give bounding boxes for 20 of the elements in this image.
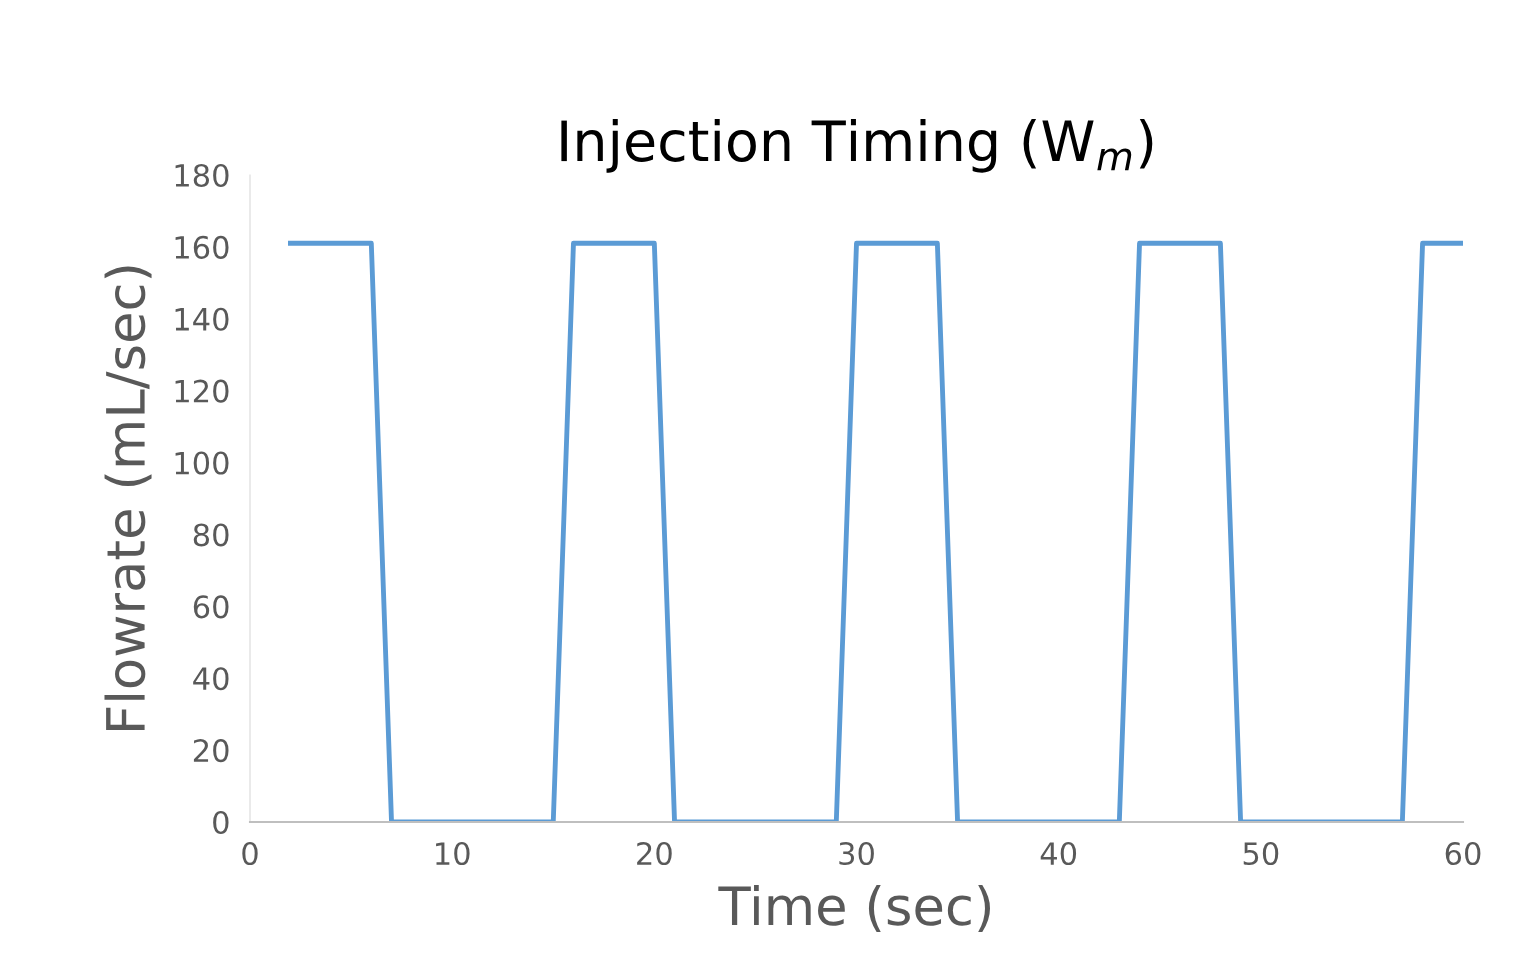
chart-title: Injection Timing (W$_{m}$)	[561, 118, 1153, 173]
y-tick-label: 40	[193, 667, 229, 691]
y-tick-label: 20	[193, 739, 229, 763]
y-tick-label: 0	[213, 810, 229, 835]
y-tick-label: 160	[175, 235, 229, 259]
x-tick-label: 10	[436, 841, 470, 866]
y-tick-label: 80	[193, 523, 229, 547]
x-tick-label: 30	[839, 841, 874, 866]
y-tick-label: 140	[175, 307, 229, 331]
x-axis-title: Time (sec)	[718, 884, 991, 932]
x-tick-label: 50	[1243, 841, 1279, 866]
y-tick-label: 120	[175, 379, 229, 403]
y-tick-label: 60	[193, 595, 229, 619]
x-tick-label: 40	[1040, 841, 1077, 866]
y-axis-title: Flowrate (mL/sec)	[104, 266, 152, 730]
x-tick-label: 0	[242, 841, 258, 866]
y-tick-label: 100	[175, 451, 229, 475]
y-tick-label: 180	[175, 163, 229, 188]
x-tick-label: 20	[637, 841, 672, 866]
x-tick-label: 60	[1445, 841, 1481, 866]
